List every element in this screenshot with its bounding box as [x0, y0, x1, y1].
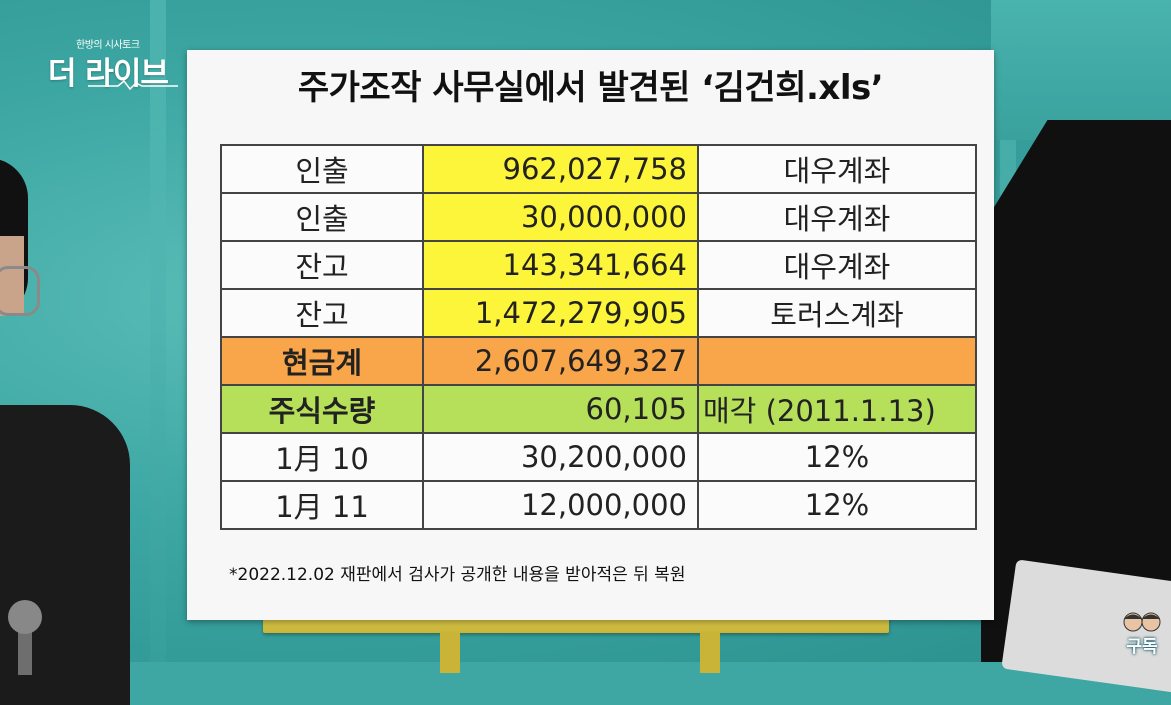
hosts-faces-icon [1123, 612, 1161, 632]
row-amount: 143,341,664 [422, 240, 699, 290]
microphone-icon [8, 600, 42, 634]
table-row: 인출 30,000,000 대우계좌 [220, 192, 977, 242]
row-label: 1月 11 [220, 480, 424, 530]
row-amount: 962,027,758 [422, 144, 699, 194]
row-note: 대우계좌 [697, 144, 977, 194]
easel-leg [700, 633, 720, 673]
row-label: 주식수량 [220, 384, 424, 434]
row-note: 매각 (2011.1.13) [697, 384, 977, 434]
studio-wall-right [991, 0, 1171, 140]
table-row: 인출 962,027,758 대우계좌 [220, 144, 977, 194]
row-note: 대우계좌 [697, 192, 977, 242]
logo-subtitle: 한방의 시사토크 [76, 40, 140, 51]
row-amount: 1,472,279,905 [422, 288, 699, 338]
table-row: 현금계 2,607,649,327 [220, 336, 977, 386]
row-label: 잔고 [220, 288, 424, 338]
row-amount: 12,000,000 [422, 480, 699, 530]
row-label: 잔고 [220, 240, 424, 290]
table-row: 1月 11 12,000,000 12% [220, 480, 977, 530]
row-label: 현금계 [220, 336, 424, 386]
presentation-board: 주가조작 사무실에서 발견된 ‘김건희.xls’ 인출 962,027,758 대우… [187, 50, 994, 620]
row-amount: 2,607,649,327 [422, 336, 699, 386]
wall-stripe [150, 0, 166, 662]
account-table: 인출 962,027,758 대우계좌 인출 30,000,000 대우계좌 잔고 143,3… [220, 144, 977, 530]
row-note: 12% [697, 432, 977, 482]
row-amount: 30,200,000 [422, 432, 699, 482]
row-label: 1月 10 [220, 432, 424, 482]
board-title: 주가조작 사무실에서 발견된 ‘김건희.xls’ [297, 68, 884, 108]
easel-leg [440, 633, 460, 673]
row-amount: 60,105 [422, 384, 699, 434]
row-note [697, 336, 977, 386]
row-note: 대우계좌 [697, 240, 977, 290]
host-glasses [0, 266, 40, 316]
subscribe-label: 구독 [1126, 637, 1158, 657]
subscribe-badge[interactable]: 구독 [1118, 610, 1166, 657]
table-row: 잔고 143,341,664 대우계좌 [220, 240, 977, 290]
row-label: 인출 [220, 192, 424, 242]
row-label: 인출 [220, 144, 424, 194]
row-note: 토러스계좌 [697, 288, 977, 338]
table-row: 주식수량 60,105 매각 (2011.1.13) [220, 384, 977, 434]
logo-wave-icon [88, 80, 178, 90]
row-amount: 30,000,000 [422, 192, 699, 242]
board-footnote: *2022.12.02 재판에서 검사가 공개한 내용을 받아적은 뒤 복원 [229, 565, 686, 585]
table-row: 잔고 1,472,279,905 토러스계좌 [220, 288, 977, 338]
table-row: 1月 10 30,200,000 12% [220, 432, 977, 482]
row-note: 12% [697, 480, 977, 530]
